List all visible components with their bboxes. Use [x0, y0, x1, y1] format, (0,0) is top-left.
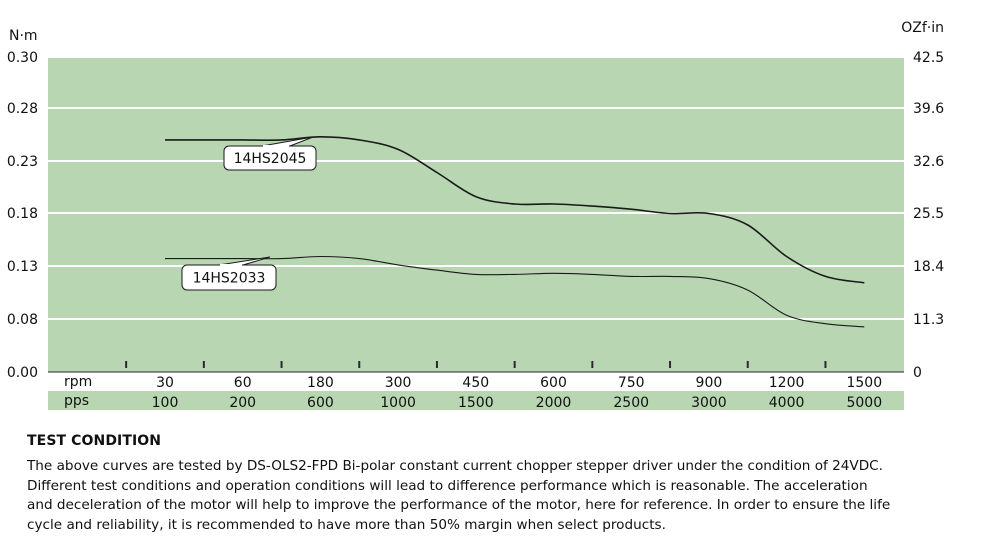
test-condition-line: Different test conditions and operation …	[27, 477, 868, 494]
left-axis-unit: N·m	[9, 28, 38, 44]
pps-tick-label: 2000	[536, 395, 572, 411]
left-tick-label: 0.18	[7, 206, 38, 222]
rpm-tick-label: 30	[156, 375, 174, 391]
left-tick-label: 0.23	[7, 154, 38, 170]
rpm-tick-label: 180	[307, 375, 334, 391]
pps-tick-label: 5000	[846, 395, 882, 411]
rpm-tick-label: 300	[385, 375, 412, 391]
test-condition-line: The above curves are tested by DS-OLS2-F…	[27, 458, 883, 474]
torque-speed-chart: 14HS2045 14HS2033 N·m 0.00 0.08 0.13 0.18 0.23…	[7, 20, 944, 411]
rpm-tick-label: 900	[696, 375, 723, 391]
rpm-tick-label: 600	[540, 375, 567, 391]
rpm-tick-label: 450	[462, 375, 489, 391]
series-label: 14HS2045	[234, 151, 307, 167]
pps-tick-label: 1000	[380, 395, 416, 411]
rpm-tick-label: 60	[234, 375, 252, 391]
pps-band	[48, 391, 904, 410]
left-tick-label: 0.30	[7, 50, 38, 66]
pps-tick-label: 600	[307, 395, 334, 411]
pps-tick-label: 2500	[613, 395, 649, 411]
right-axis-unit: OZf·in	[901, 20, 944, 36]
right-tick-label: 11.3	[913, 312, 944, 328]
right-tick-label: 32.6	[913, 154, 944, 170]
pps-tick-label: 100	[152, 395, 179, 411]
left-tick-label: 0.13	[7, 259, 38, 275]
test-condition-text: The above curves are tested by DS-OLS2-F…	[27, 457, 977, 535]
rpm-tick-label: 750	[618, 375, 645, 391]
test-condition-line: cycle and reliability, it is recommended…	[27, 516, 666, 533]
series-label: 14HS2033	[193, 271, 266, 287]
right-tick-label: 18.4	[913, 259, 944, 275]
pps-tick-label: 3000	[691, 395, 727, 411]
rpm-tick-label: 1200	[769, 375, 805, 391]
left-tick-label: 0.00	[7, 365, 38, 381]
right-tick-label: 39.6	[913, 101, 944, 117]
series-line	[165, 135, 865, 284]
plot-area	[48, 57, 904, 372]
pps-row-label: pps	[64, 393, 89, 409]
test-condition-title: TEST CONDITION	[27, 433, 162, 449]
right-tick-label: 42.5	[913, 50, 944, 66]
rpm-tick-label: 1500	[846, 375, 882, 391]
series-line	[164, 255, 865, 328]
right-tick-label: 25.5	[913, 206, 944, 222]
pps-tick-label: 200	[229, 395, 256, 411]
test-condition-line: and deceleration of the motor will help …	[27, 497, 891, 513]
right-tick-label: 0	[913, 365, 922, 381]
left-tick-label: 0.08	[7, 312, 38, 328]
rpm-row-label: rpm	[64, 374, 92, 390]
pps-tick-label: 4000	[769, 395, 805, 411]
pps-tick-label: 1500	[458, 395, 494, 411]
left-tick-label: 0.28	[7, 101, 38, 117]
